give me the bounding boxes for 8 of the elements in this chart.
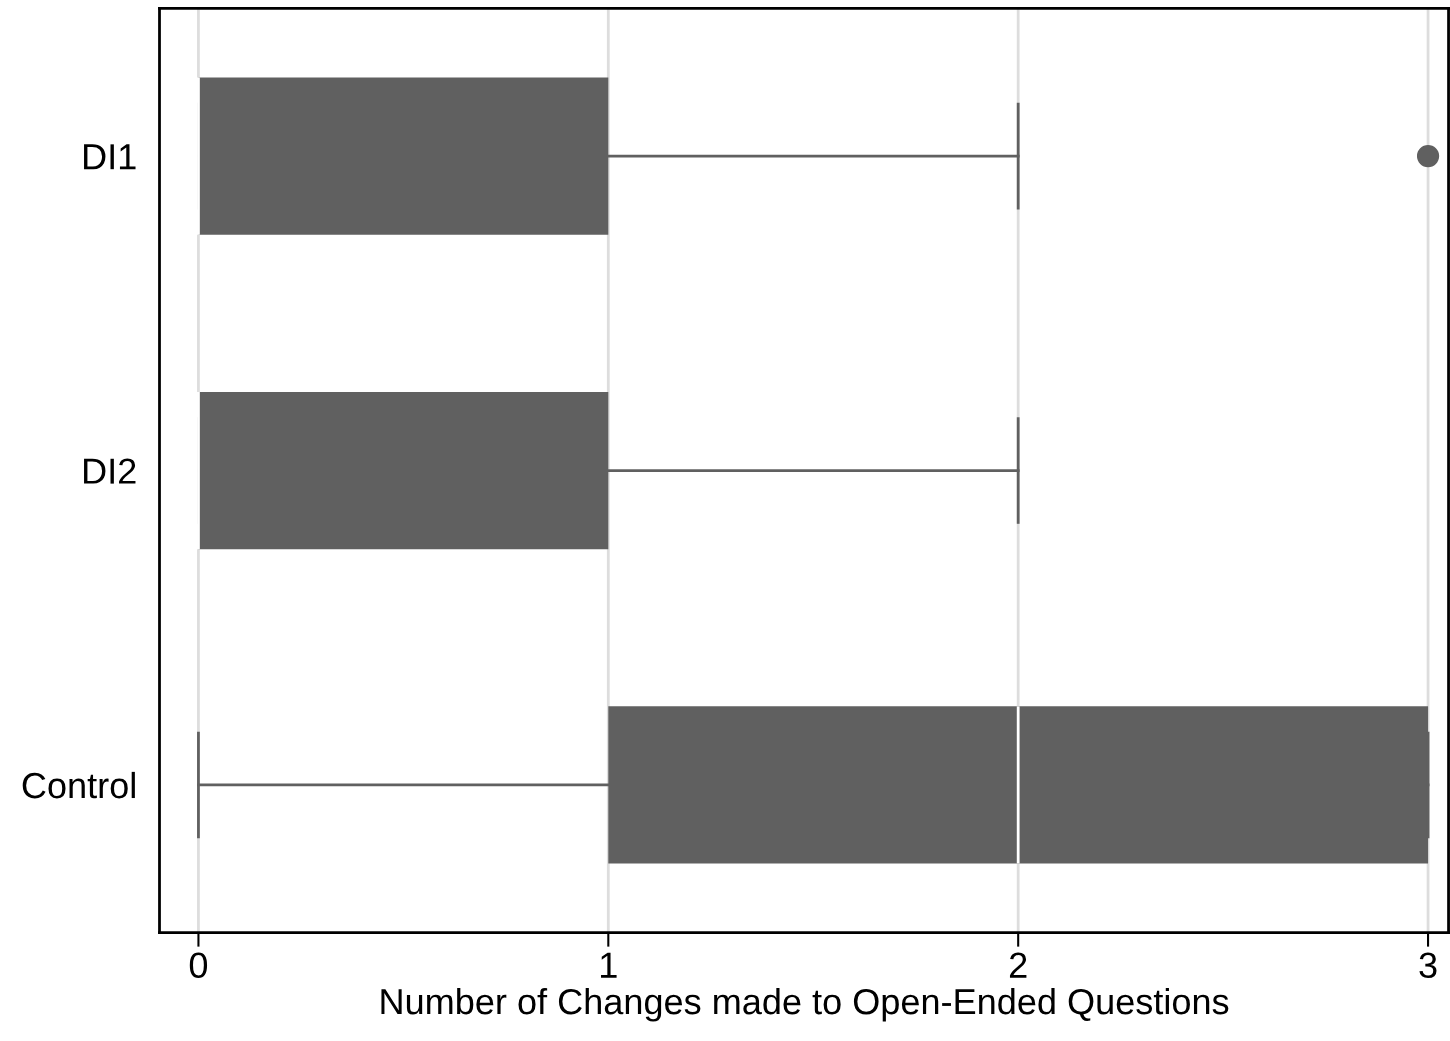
x-tick-label: 0 xyxy=(189,952,208,979)
x-tick-label: 2 xyxy=(1009,952,1027,978)
y-tick-label: Control xyxy=(22,771,135,799)
y-tick-label: DI1 xyxy=(84,144,136,170)
y-tick-label: DI2 xyxy=(84,458,136,484)
x-tick-label: 3 xyxy=(1419,952,1437,979)
x-tick-label: 1 xyxy=(601,952,617,978)
x-axis-title: Number of Changes made to Open-Ended Questions xyxy=(381,987,1229,1022)
